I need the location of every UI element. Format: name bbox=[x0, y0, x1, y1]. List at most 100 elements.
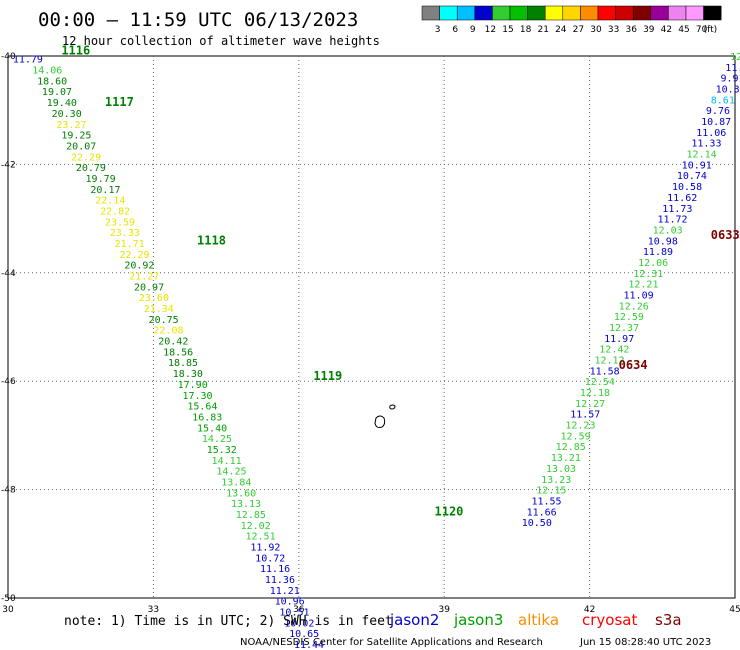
legend-item-altika: altika bbox=[518, 611, 559, 629]
data-point-label: 10.50 bbox=[522, 518, 552, 529]
colorbar-swatch bbox=[685, 5, 704, 21]
data-point-label: 15.40 bbox=[197, 423, 227, 434]
data-point-label: 12.15 bbox=[536, 486, 566, 497]
y-tick-label: -50 bbox=[1, 594, 16, 604]
data-point-label: 20.07 bbox=[66, 141, 96, 152]
data-point-label: 12.59 bbox=[614, 312, 644, 323]
colorbar-swatch bbox=[650, 5, 669, 21]
data-point-label: 22.82 bbox=[100, 206, 130, 217]
colorbar-label: 6 bbox=[452, 25, 458, 35]
data-point-label: 11.55 bbox=[531, 496, 561, 507]
colorbar-label: 30 bbox=[590, 25, 602, 35]
data-point-label: 12.06 bbox=[638, 258, 668, 269]
x-tick-label: 30 bbox=[2, 605, 14, 615]
data-point-label: 12.51 bbox=[245, 532, 275, 543]
data-point-label: 17.90 bbox=[178, 380, 208, 391]
colorbar-swatch bbox=[580, 5, 599, 21]
data-point-label: 20.79 bbox=[76, 163, 106, 174]
data-point-label: 12.23 bbox=[565, 421, 595, 432]
data-point-label: 12.31 bbox=[633, 269, 663, 280]
data-point-label: 11.21 bbox=[270, 586, 300, 597]
time-labels: 1116 1117 1118 1119 1120 0633 0634 bbox=[61, 44, 739, 519]
colorbar-label: 24 bbox=[555, 25, 567, 35]
data-point-label: 16.83 bbox=[192, 412, 222, 423]
data-point-label: 10.91 bbox=[682, 160, 712, 171]
data-point-label: 11.97 bbox=[604, 334, 634, 345]
data-point-label: 10.37 bbox=[716, 85, 740, 96]
data-point-label: 13.23 bbox=[541, 475, 571, 486]
data-point-label: 13.21 bbox=[551, 453, 581, 464]
data-point-label: 13.60 bbox=[226, 488, 256, 499]
colorbar-swatch bbox=[456, 5, 476, 21]
data-point-label: 10.87 bbox=[701, 117, 731, 128]
data-point-label: 12.21 bbox=[628, 280, 658, 291]
x-tick-label: 36 bbox=[293, 605, 305, 615]
data-point-label: 15.32 bbox=[207, 445, 237, 456]
data-point-label: 11.89 bbox=[643, 247, 673, 258]
plot-area bbox=[7, 55, 736, 599]
data-point-label: 11.79 bbox=[13, 55, 43, 66]
colorbar-label: 45 bbox=[678, 25, 689, 35]
x-tick-label: 45 bbox=[729, 605, 740, 615]
orbit-time-label: 1118 bbox=[197, 233, 226, 247]
y-tick-label: -40 bbox=[1, 52, 16, 62]
data-point-label: 12.37 bbox=[609, 323, 639, 334]
colorbar-swatch bbox=[562, 5, 581, 21]
colorbar-swatch bbox=[509, 5, 528, 21]
data-point-label: 10.51 bbox=[279, 608, 309, 619]
data-point-label: 18.56 bbox=[163, 347, 193, 358]
legend-item-jason2: jason2 bbox=[389, 611, 439, 629]
legend-item-s3a: s3a bbox=[655, 611, 682, 629]
data-point-label: 11.66 bbox=[527, 507, 557, 518]
x-tick-label: 42 bbox=[584, 605, 595, 615]
data-point-label: 17.30 bbox=[182, 391, 212, 402]
orbit-time-label: 1120 bbox=[435, 504, 464, 518]
colorbar-swatch bbox=[615, 5, 634, 21]
colorbar-label: 36 bbox=[625, 25, 637, 35]
data-point-label: 11.57 bbox=[570, 410, 600, 421]
data-point-label: 20.42 bbox=[158, 337, 188, 348]
data-point-label: 18.85 bbox=[168, 358, 198, 369]
y-tick-label: -42 bbox=[1, 160, 16, 170]
data-point-label: 10.96 bbox=[275, 597, 305, 608]
data-point-label: 12.12 bbox=[594, 356, 624, 367]
data-point-label: 10.02 bbox=[284, 618, 314, 629]
data-point-label: 20.17 bbox=[90, 185, 120, 196]
data-point-label: 14.25 bbox=[216, 467, 246, 478]
data-point-label: 19.79 bbox=[86, 174, 116, 185]
colorbar-swatch bbox=[492, 5, 511, 21]
data-point-label: 12.59 bbox=[561, 431, 591, 442]
legend-item-jason3: jason3 bbox=[453, 611, 503, 629]
data-point-label: 12.26 bbox=[619, 301, 649, 312]
footer-credit: NOAA/NESDIS Center for Satellite Applica… bbox=[240, 637, 543, 648]
data-point-label: 11.33 bbox=[691, 139, 721, 150]
colorbar-label: 21 bbox=[537, 25, 548, 35]
data-point-label: 21.71 bbox=[115, 239, 145, 250]
data-point-label: 11.92 bbox=[250, 543, 280, 554]
footer-note: note: 1) Time is in UTC; 2) SWH is in fe… bbox=[64, 614, 393, 629]
data-point-label: 11.72 bbox=[657, 215, 687, 226]
colorbar-label: 9 bbox=[470, 25, 476, 35]
x-tick-label: 33 bbox=[148, 605, 159, 615]
colorbar: 3 6 9 12 15 18 21 24 27 30 33 36 39 42 45 70(ft) bbox=[421, 5, 722, 35]
colorbar-label: 3 bbox=[435, 25, 441, 35]
data-points: 11.7914.0618.6019.0719.4020.3023.2719.25… bbox=[13, 52, 740, 650]
data-point-label: 23.60 bbox=[139, 293, 169, 304]
island-outline bbox=[374, 404, 396, 428]
colorbar-swatch bbox=[632, 5, 652, 21]
data-point-label: 10.98 bbox=[648, 236, 678, 247]
data-point-label: 12.02 bbox=[241, 521, 271, 532]
data-point-label: 13.03 bbox=[546, 464, 576, 475]
data-point-label: 12.42 bbox=[599, 345, 629, 356]
y-tick-label: -44 bbox=[1, 269, 16, 279]
data-point-label: 12.18 bbox=[580, 388, 610, 399]
data-point-label: 11.09 bbox=[624, 290, 654, 301]
data-point-label: 13.13 bbox=[231, 499, 261, 510]
data-point-label: 19.40 bbox=[47, 98, 77, 109]
y-axis-ticks: -40 -42 -44 -46 -48 -50 bbox=[1, 52, 16, 604]
colorbar-swatch bbox=[703, 5, 722, 21]
data-point-label: 20.30 bbox=[52, 109, 82, 120]
data-point-label: 13.84 bbox=[221, 477, 251, 488]
data-point-label: 20.75 bbox=[149, 315, 179, 326]
